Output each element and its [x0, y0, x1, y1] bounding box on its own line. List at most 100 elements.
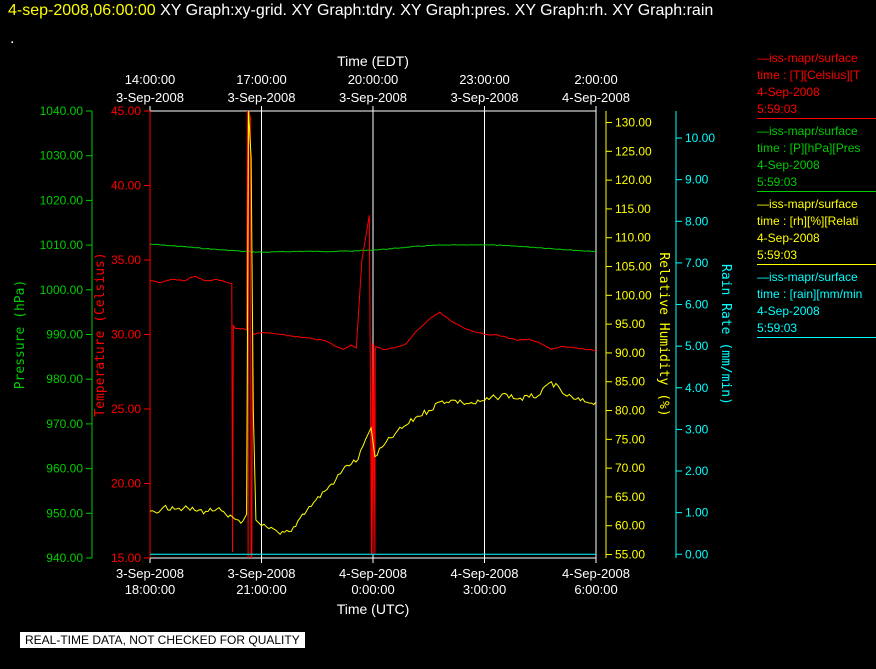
x-axis-label-bottom: Time (UTC)	[337, 601, 410, 617]
legend-time: 5:59:03	[757, 102, 798, 116]
axis-pres-tick-label: 940.00	[46, 551, 83, 565]
axis-pres-tick-label: 1040.00	[40, 104, 84, 118]
legend-source: —iss-mapr/surface	[757, 270, 858, 284]
x-top-tick-label-time: 2:00:00	[574, 72, 617, 87]
legend-time: 5:59:03	[757, 321, 798, 335]
graph-title: 4-sep-2008,06:00:00 XY Graph:xy-grid. XY…	[8, 2, 713, 20]
x-tick-label-time: 0:00:00	[351, 582, 394, 597]
axis-rain-tick-label: 4.00	[685, 381, 709, 395]
axis-rh-tick-label: 95.00	[615, 317, 645, 331]
axis-rain-tick-label: 10.00	[685, 131, 715, 145]
x-tick-label-time: 18:00:00	[125, 582, 176, 597]
legend-entry-humidity: —iss-mapr/surface time : [rh][%][Relati …	[757, 196, 876, 265]
x-tick-label-time: 6:00:00	[574, 582, 617, 597]
legend-date: 4-Sep-2008	[757, 158, 820, 172]
legend-entry-pressure: —iss-mapr/surface time : [P][hPa][Pres 4…	[757, 123, 876, 192]
axis-pres-tick-label: 970.00	[46, 417, 83, 431]
x-top-tick-label-date: 3-Sep-2008	[339, 90, 407, 105]
axis-rain-tick-label: 7.00	[685, 256, 709, 270]
x-top-tick-label-date: 3-Sep-2008	[228, 90, 296, 105]
x-tick-label-time: 21:00:00	[236, 582, 287, 597]
legend-date: 4-Sep-2008	[757, 231, 820, 245]
axis-rh-tick-label: 90.00	[615, 346, 645, 360]
axis-rain-tick-label: 5.00	[685, 339, 709, 353]
series-tdry	[150, 111, 596, 558]
axis-pres-tick-label: 980.00	[46, 372, 83, 386]
legend-variable: time : [rh][%][Relati	[757, 214, 859, 228]
axis-rain-tick-label: 9.00	[685, 173, 709, 187]
legend-source: —iss-mapr/surface	[757, 51, 858, 65]
x-tick-label-time: 3:00:00	[463, 582, 506, 597]
axis-rh-tick-label: 65.00	[615, 490, 645, 504]
axis-rain-tick-label: 3.00	[685, 422, 709, 436]
axis-rh-tick-label: 80.00	[615, 404, 645, 418]
axis-pres-tick-label: 990.00	[46, 328, 83, 342]
axis-rain-tick-label: 1.00	[685, 506, 709, 520]
legend-date: 4-Sep-2008	[757, 304, 820, 318]
axis-tdry-tick-label: 30.00	[111, 328, 141, 342]
axis-rh-tick-label: 120.00	[615, 173, 652, 187]
x-top-tick-label-date: 4-Sep-2008	[562, 90, 630, 105]
quality-warning: REAL-TIME DATA, NOT CHECKED FOR QUALITY	[20, 632, 305, 648]
legend-source: —iss-mapr/surface	[757, 197, 858, 211]
title-timestamp: 4-sep-2008,06:00:00	[8, 2, 156, 19]
x-tick-label-date: 4-Sep-2008	[562, 566, 630, 581]
legend-variable: time : [P][hPa][Pres	[757, 141, 861, 155]
x-tick-label-date: 4-Sep-2008	[451, 566, 519, 581]
x-top-tick-label-time: 20:00:00	[348, 72, 399, 87]
axis-rh-tick-label: 110.00	[615, 231, 651, 245]
axis-tdry-tick-label: 15.00	[111, 551, 141, 565]
legend: —iss-mapr/surface time : [T][Celsius][T …	[757, 50, 876, 342]
axis-pres-tick-label: 960.00	[46, 462, 83, 476]
axis-rh-tick-label: 55.00	[615, 548, 645, 562]
axis-pres-tick-label: 1020.00	[40, 193, 84, 207]
x-top-tick-label-date: 3-Sep-2008	[451, 90, 519, 105]
x-top-tick-label-time: 14:00:00	[125, 72, 176, 87]
axis-rh-tick-label: 75.00	[615, 432, 645, 446]
x-tick-label-date: 3-Sep-2008	[116, 566, 184, 581]
axis-rh-tick-label: 105.00	[615, 260, 652, 274]
axis-tdry-tick-label: 35.00	[111, 253, 141, 267]
axis-pres-label: Pressure (hPa)	[13, 280, 28, 390]
title-graph-list: XY Graph:xy-grid. XY Graph:tdry. XY Grap…	[160, 2, 714, 19]
axis-tdry-tick-label: 45.00	[111, 104, 141, 118]
axis-rain-tick-label: 0.00	[685, 547, 709, 561]
axis-tdry-tick-label: 20.00	[111, 477, 141, 491]
legend-time: 5:59:03	[757, 248, 798, 262]
legend-source: —iss-mapr/surface	[757, 124, 858, 138]
x-top-tick-label-time: 23:00:00	[459, 72, 510, 87]
x-top-tick-label-time: 17:00:00	[236, 72, 287, 87]
legend-variable: time : [T][Celsius][T	[757, 68, 861, 82]
legend-time: 5:59:03	[757, 175, 798, 189]
x-tick-label-date: 4-Sep-2008	[339, 566, 407, 581]
legend-variable: time : [rain][mm/min	[757, 287, 863, 301]
x-tick-label-date: 3-Sep-2008	[228, 566, 296, 581]
title-dot: .	[10, 30, 15, 47]
axis-rain-tick-label: 8.00	[685, 214, 709, 228]
series-pres	[150, 243, 596, 253]
axis-rain-label: Rain Rate (mm/min)	[718, 264, 733, 405]
x-axis-label-top: Time (EDT)	[337, 53, 409, 69]
legend-entry-temperature: —iss-mapr/surface time : [T][Celsius][T …	[757, 50, 876, 119]
x-top-tick-label-date: 3-Sep-2008	[116, 90, 184, 105]
axis-rh-tick-label: 60.00	[615, 519, 645, 533]
axis-rh-tick-label: 130.00	[615, 116, 652, 130]
axis-rh-tick-label: 115.00	[615, 202, 651, 216]
axis-rain-tick-label: 2.00	[685, 464, 709, 478]
axis-tdry-tick-label: 40.00	[111, 179, 141, 193]
axis-tdry-tick-label: 25.00	[111, 402, 141, 416]
axis-pres-tick-label: 1030.00	[40, 149, 84, 163]
axis-rh-tick-label: 85.00	[615, 375, 645, 389]
series-rh	[150, 111, 596, 536]
axis-rh-tick-label: 125.00	[615, 144, 652, 158]
axis-pres-tick-label: 1000.00	[40, 283, 84, 297]
axis-rain-tick-label: 6.00	[685, 298, 709, 312]
axis-pres-tick-label: 950.00	[46, 506, 83, 520]
legend-date: 4-Sep-2008	[757, 85, 820, 99]
axis-tdry-label: Temperature (Celsius)	[93, 252, 108, 416]
legend-entry-rain: —iss-mapr/surface time : [rain][mm/min 4…	[757, 269, 876, 338]
axis-rh-label: Relative Humidity (%)	[656, 252, 671, 416]
axis-pres-tick-label: 1010.00	[40, 238, 84, 252]
axis-rh-tick-label: 70.00	[615, 461, 645, 475]
